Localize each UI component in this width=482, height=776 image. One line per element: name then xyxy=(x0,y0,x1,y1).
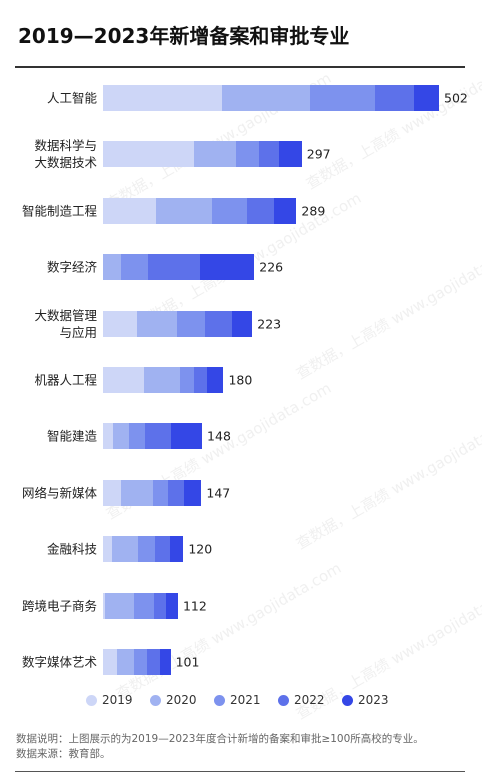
bar-segment xyxy=(103,197,156,224)
category-label: 数字经济 xyxy=(46,259,97,275)
total-label: 148 xyxy=(207,428,231,444)
total-label: 180 xyxy=(228,372,253,388)
bar-segment xyxy=(105,592,134,619)
bar-segment xyxy=(155,536,170,563)
bar-segment xyxy=(273,197,297,224)
watermark: 查数据，上高绩 www.gaojidata.com xyxy=(292,238,482,383)
legend-label: 2020 xyxy=(166,693,197,707)
category-label: 数据科学与 大数据技术 xyxy=(34,138,97,171)
bar-segment xyxy=(258,141,280,168)
bar-segment xyxy=(165,592,178,619)
bottom-rule xyxy=(15,771,465,772)
bar-segment xyxy=(169,536,184,563)
bar-segment xyxy=(212,197,247,224)
bar-segment xyxy=(103,592,105,619)
legend-swatch xyxy=(214,694,225,706)
bar-segment xyxy=(134,649,148,675)
category-label: 数字媒体艺术 xyxy=(21,654,97,670)
total-label: 120 xyxy=(188,541,213,557)
bar-segment xyxy=(145,423,172,450)
bar-segment xyxy=(103,423,114,450)
category-label: 智能建造 xyxy=(46,428,97,444)
bar-segment xyxy=(137,310,178,337)
bar-segment xyxy=(167,479,184,506)
bar-segment xyxy=(103,649,118,675)
bar-segment xyxy=(236,141,259,168)
legend-label: 2023 xyxy=(358,693,389,707)
bar-segment xyxy=(179,367,195,393)
category-label: 金融科技 xyxy=(46,541,97,557)
bar-segment xyxy=(121,254,148,281)
bar-segment xyxy=(200,254,255,281)
bar-segment xyxy=(147,254,201,281)
bar-segment xyxy=(129,423,146,450)
bar-segment xyxy=(133,592,154,619)
bar-segment xyxy=(103,479,122,506)
bar-segment xyxy=(413,85,439,111)
category-label: 智能制造工程 xyxy=(21,203,97,219)
bar-segment xyxy=(222,85,310,111)
total-label: 147 xyxy=(206,485,231,501)
bar-segment xyxy=(279,141,302,168)
legend-label: 2021 xyxy=(230,693,261,707)
bar-segment xyxy=(159,649,171,675)
bar-segment xyxy=(246,197,274,224)
legend-label: 2019 xyxy=(102,693,133,707)
bar-segment xyxy=(147,649,160,675)
total-label: 101 xyxy=(175,654,200,670)
bar-segment xyxy=(153,592,166,619)
total-label: 297 xyxy=(306,146,331,162)
title-rule xyxy=(15,66,465,68)
category-label: 大数据管理 与应用 xyxy=(34,307,97,340)
watermark: 查数据，上高绩 www.gaojidata.com xyxy=(292,408,482,553)
category-label: 人工智能 xyxy=(46,90,97,106)
category-label: 机器人工程 xyxy=(34,372,97,388)
bar-segment xyxy=(309,85,375,111)
total-label: 289 xyxy=(301,203,326,219)
category-label: 网络与新媒体 xyxy=(21,485,97,501)
bar-segment xyxy=(206,367,224,393)
bar-segment xyxy=(155,197,213,224)
watermark: 查数据，上高绩 www.gaojidata.com xyxy=(302,48,482,193)
total-label: 223 xyxy=(257,316,282,332)
bar-segment xyxy=(194,141,237,168)
bar-segment xyxy=(103,310,138,337)
total-label: 112 xyxy=(182,598,207,614)
legend-swatch xyxy=(278,694,289,706)
bar-segment xyxy=(171,423,203,450)
total-label: 226 xyxy=(259,259,284,275)
bar-segment xyxy=(374,85,414,111)
bar-segment xyxy=(103,254,122,281)
bar-segment xyxy=(121,479,154,506)
bar-segment xyxy=(103,85,223,111)
category-label: 跨境电子商务 xyxy=(21,598,97,614)
bar-segment xyxy=(111,536,139,563)
chart-title: 2019—2023年新增备案和审批专业 xyxy=(18,24,350,48)
bar-segment xyxy=(117,649,135,675)
bar-segment xyxy=(205,310,232,337)
total-label: 502 xyxy=(444,90,468,106)
legend-swatch xyxy=(150,694,161,706)
bar-segment xyxy=(183,479,202,506)
note: 数据来源：教育部。 xyxy=(16,748,111,760)
bar-segment xyxy=(177,310,206,337)
legend-swatch xyxy=(342,694,353,706)
bar-segment xyxy=(103,141,195,168)
note: 数据说明：上图展示的为2019—2023年度合计新增的备案和审批≥100所高校的… xyxy=(16,733,424,745)
bar-segment xyxy=(113,423,130,450)
legend-swatch xyxy=(86,694,97,706)
bar-segment xyxy=(103,367,144,393)
bar-segment xyxy=(138,536,156,563)
bar-segment xyxy=(153,479,168,506)
legend-label: 2022 xyxy=(294,693,325,707)
watermark: 查数据，上高绩 www.gaojidata.com xyxy=(112,558,345,703)
bar-segment xyxy=(103,536,112,563)
bar-segment xyxy=(194,367,207,393)
bar-segment xyxy=(231,310,253,337)
bar-segment xyxy=(143,367,180,393)
